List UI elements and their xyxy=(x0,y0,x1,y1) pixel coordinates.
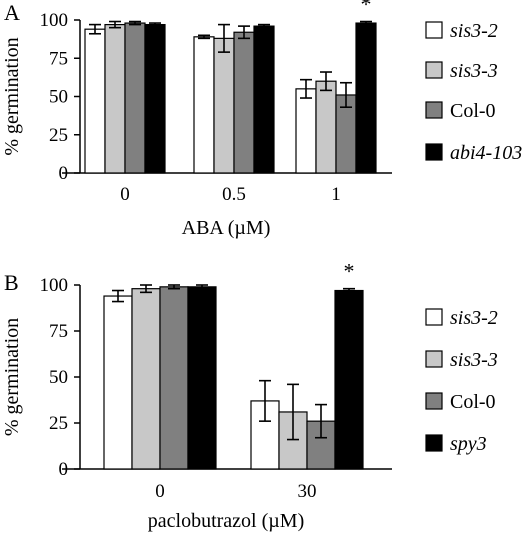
panel-a-chart: A 0 25 50 75 100 % germination 0 0.5 1 * ABA (µM) si… xyxy=(1,0,522,239)
legend-swatch xyxy=(425,101,443,119)
y-tick-label: 75 xyxy=(49,321,68,342)
bar xyxy=(253,25,275,174)
y-tick-label: 25 xyxy=(49,413,68,434)
bar xyxy=(295,88,317,174)
bar xyxy=(103,295,133,470)
y-tick-label: 50 xyxy=(49,367,68,388)
legend-label: sis3-2 xyxy=(450,307,498,329)
legend-swatch xyxy=(425,61,443,79)
x-tick-label: 1 xyxy=(331,184,341,205)
x-tick-label: 0 xyxy=(120,184,130,205)
y-tick-label: 0 xyxy=(59,163,69,184)
legend-swatch xyxy=(425,308,443,326)
bar xyxy=(144,23,166,174)
legend-swatch xyxy=(425,434,443,452)
y-axis-label: % germination xyxy=(1,37,23,155)
bar xyxy=(334,289,364,470)
legend-swatch xyxy=(425,143,443,161)
bar xyxy=(187,286,217,470)
bar xyxy=(213,37,235,174)
x-tick-label: 0 xyxy=(155,481,165,502)
bar xyxy=(315,80,337,174)
panel-label: B xyxy=(4,270,19,295)
x-tick-label: 30 xyxy=(298,481,317,502)
bar xyxy=(104,23,126,174)
legend-swatch xyxy=(425,21,443,39)
bar xyxy=(84,28,106,174)
y-tick-label: 50 xyxy=(49,87,68,108)
bar xyxy=(131,288,161,470)
legend-label: Col-0 xyxy=(450,391,496,413)
y-tick-label: 25 xyxy=(49,125,68,146)
y-axis-label: % germination xyxy=(1,318,23,436)
significance-star: * xyxy=(361,0,372,17)
significance-star: * xyxy=(344,259,355,284)
legend-swatch xyxy=(425,392,443,410)
legend-label: sis3-2 xyxy=(450,20,498,42)
legend-label: sis3-3 xyxy=(450,349,498,371)
bar xyxy=(233,31,255,174)
legend-label: sis3-3 xyxy=(450,60,498,82)
bar xyxy=(355,22,377,174)
panel-label: A xyxy=(4,0,20,25)
legend-label: abi4-103 xyxy=(450,142,522,164)
legend-label: Col-0 xyxy=(450,100,496,122)
legend-label: spy3 xyxy=(450,433,487,455)
bar xyxy=(159,286,189,470)
x-tick-label: 0.5 xyxy=(222,184,246,205)
panel-b-chart: B 0 25 50 75 100 % germination 0 30 * paclobutrazo… xyxy=(1,259,498,532)
bar xyxy=(193,36,215,174)
legend-swatch xyxy=(425,350,443,368)
bar xyxy=(124,22,146,174)
y-tick-label: 100 xyxy=(40,10,69,31)
y-tick-label: 75 xyxy=(49,48,68,69)
y-tick-label: 0 xyxy=(59,459,69,480)
x-axis-label: paclobutrazol (µM) xyxy=(148,510,304,532)
y-tick-label: 100 xyxy=(40,275,69,296)
x-axis-label: ABA (µM) xyxy=(182,217,271,239)
